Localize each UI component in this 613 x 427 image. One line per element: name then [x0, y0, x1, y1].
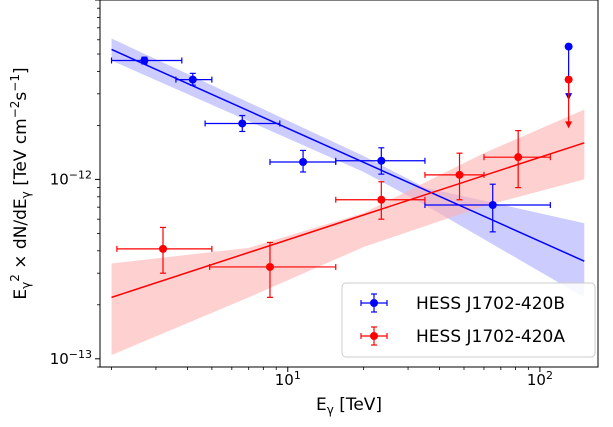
marker-a-5 — [514, 153, 523, 162]
x-tick-label: 102 — [527, 369, 553, 389]
marker-a-4 — [455, 170, 464, 179]
y-label-unit-end: s — [11, 92, 31, 101]
band-b — [111, 38, 585, 298]
legend-entry-2: HESS J1702-420A — [360, 326, 565, 347]
data-points — [110, 42, 573, 298]
legend: HESS J1702-420B HESS J1702-420A — [341, 282, 596, 358]
legend-box — [341, 282, 596, 358]
y-label-unit-sup2: −1 — [8, 74, 22, 92]
y-label-close: ] — [11, 67, 31, 74]
x-tick-base: 10 — [527, 371, 546, 389]
y-axis-label-group: Eγ2 × dN/dEγ [TeV cm−2s−1] — [8, 67, 33, 299]
marker-b-3 — [238, 119, 247, 128]
plot-frame — [99, 0, 599, 368]
point-a-1 — [116, 226, 213, 274]
upper-limit-marker-a — [564, 75, 573, 84]
y-tick-label: 10−13 — [50, 348, 92, 368]
y-tick-label: 10−12 — [50, 168, 92, 188]
point-a-4 — [424, 152, 485, 201]
marker-a-1 — [159, 244, 168, 253]
point-a-3 — [335, 181, 426, 220]
y-label-mid: × dN/dE — [11, 198, 31, 274]
point-b-4 — [269, 149, 337, 173]
x-axis-label-unit: [TeV] — [334, 395, 382, 415]
point-b-1 — [110, 56, 183, 65]
marker-b-6 — [488, 200, 497, 209]
marker-b-2 — [188, 75, 197, 84]
marker-a-3 — [377, 195, 386, 204]
x-tick-label: 101 — [275, 369, 301, 389]
x-axis-label-base: E — [316, 395, 327, 415]
y-label-sub: γ — [19, 282, 33, 289]
upper-limit-arrowhead-a — [565, 121, 573, 129]
confidence-bands — [111, 38, 585, 355]
marker-b-5 — [377, 156, 386, 165]
y-label-sub2: γ — [19, 191, 33, 198]
y-label-sup: 2 — [8, 274, 22, 282]
marker-b-4 — [299, 158, 308, 167]
y-label-unit: [TeV cm — [11, 118, 31, 191]
marker-a-2 — [265, 262, 274, 271]
legend-label: HESS J1702-420A — [416, 327, 565, 347]
x-tick-exponent: 1 — [294, 369, 301, 382]
x-tick-base: 10 — [275, 371, 294, 389]
y-tick-exponent: −12 — [69, 168, 92, 181]
legend-entry-1: HESS J1702-420B — [360, 293, 565, 314]
upper-limit-a — [564, 75, 573, 129]
upper-limit-marker-b — [564, 42, 573, 51]
y-tick-base: 10 — [50, 170, 69, 188]
band-a — [111, 109, 585, 355]
y-tick-exponent: −13 — [69, 348, 92, 361]
y-label-e: E — [11, 289, 31, 300]
y-label-unit-sup: −2 — [8, 101, 22, 119]
y-axis-label: Eγ2 × dN/dEγ [TeV cm−2s−1] — [8, 67, 33, 299]
y-tick-base: 10 — [50, 350, 69, 368]
point-a-2 — [209, 241, 337, 298]
x-axis-label-subscript: γ — [327, 403, 334, 417]
legend-marker — [370, 299, 378, 307]
x-tick-exponent: 2 — [546, 369, 553, 382]
fit-line-a — [111, 142, 585, 299]
point-a-5 — [483, 130, 551, 189]
point-b-5 — [335, 147, 426, 175]
point-b-3 — [204, 114, 281, 133]
point-b-6 — [424, 183, 551, 233]
marker-b-1 — [140, 56, 149, 65]
point-b-2 — [175, 72, 213, 86]
x-axis-label: Eγ [TeV] — [316, 395, 382, 417]
legend-label: HESS J1702-420B — [416, 294, 565, 314]
legend-marker — [370, 332, 378, 340]
